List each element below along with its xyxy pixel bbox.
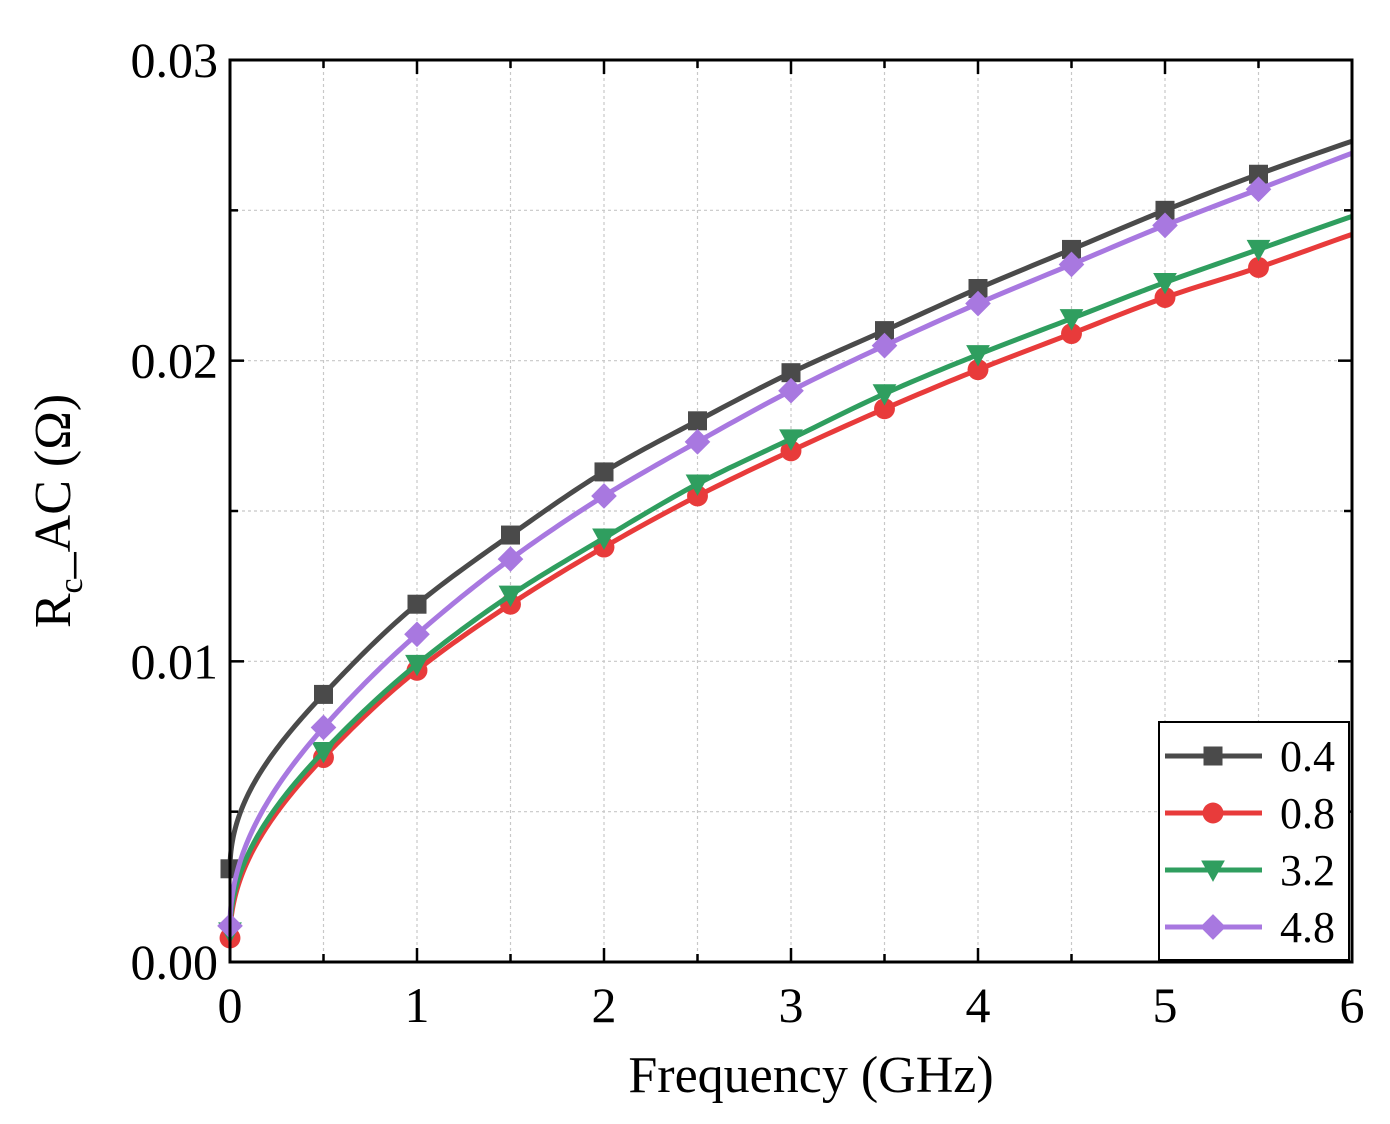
- data-point: [871, 332, 898, 359]
- data-point: [684, 429, 711, 455]
- x-tick-label: 3: [779, 977, 804, 1033]
- data-point: [780, 440, 802, 462]
- x-tick-label: 1: [405, 977, 430, 1033]
- legend-marker: [1200, 914, 1226, 940]
- data-point: [497, 546, 524, 572]
- series-4.8: [217, 150, 1353, 939]
- series-3.2: [218, 213, 1353, 944]
- x-tick-label: 6: [1340, 977, 1365, 1033]
- data-point: [779, 429, 803, 451]
- legend-label: 0.8: [1280, 789, 1335, 838]
- y-axis-title-main: R: [25, 593, 82, 628]
- data-point: [688, 411, 707, 431]
- legend: 0.4 0.8 3.2 4.8: [1158, 721, 1350, 961]
- data-point: [311, 742, 336, 764]
- data-point: [1058, 251, 1085, 278]
- legend-item-3.2: 3.2: [1165, 846, 1335, 895]
- y-axis-title: Rc_AC (Ω): [25, 394, 90, 628]
- legend-marker: [1202, 802, 1224, 824]
- data-point: [1249, 164, 1268, 184]
- x-tick-label: 0: [218, 977, 243, 1033]
- y-tick-label: 0.01: [131, 633, 219, 689]
- data-point: [1154, 287, 1176, 308]
- data-point: [1061, 323, 1082, 345]
- legend-marker: [1203, 746, 1223, 766]
- x-tick-label: 2: [592, 977, 617, 1033]
- data-point: [778, 377, 804, 404]
- data-point: [1248, 257, 1269, 278]
- series-layer: [217, 138, 1353, 949]
- legend-label: 4.8: [1280, 903, 1335, 952]
- data-point: [405, 654, 429, 677]
- series-0.4: [220, 138, 1353, 879]
- y-axis-title-rest: _AC (Ω): [25, 394, 82, 580]
- data-point: [1245, 176, 1272, 203]
- y-axis-title-subscript: c: [53, 578, 90, 593]
- data-point: [781, 363, 801, 383]
- data-point: [1246, 239, 1271, 262]
- data-point: [685, 474, 710, 496]
- data-point: [1062, 239, 1081, 259]
- data-point: [498, 585, 523, 608]
- data-point: [314, 684, 333, 704]
- data-point: [965, 290, 991, 317]
- data-point: [1152, 212, 1178, 239]
- data-point: [1153, 272, 1177, 295]
- legend-label: 0.4: [1280, 732, 1335, 781]
- tick-labels: 0 1 2 3 4 5 6 0.00 0.01 0.02 0.03: [131, 32, 1365, 1033]
- data-point: [404, 621, 430, 648]
- legend-label: 3.2: [1280, 846, 1335, 895]
- x-axis-title: Frequency (GHz): [628, 1047, 993, 1104]
- data-point: [687, 485, 708, 507]
- grid: [230, 60, 1352, 962]
- data-point: [591, 483, 617, 509]
- data-point: [968, 279, 988, 299]
- data-point: [872, 384, 897, 406]
- y-tick-label: 0.02: [131, 333, 219, 389]
- y-tick-label: 0.00: [131, 934, 219, 990]
- legend-marker: [1201, 860, 1225, 882]
- axis-ticks: [228, 58, 1354, 964]
- x-tick-label: 4: [966, 977, 991, 1033]
- data-point: [966, 345, 990, 367]
- data-point: [501, 525, 520, 545]
- legend-item-0.8: 0.8: [1165, 789, 1335, 838]
- x-tick-label: 5: [1153, 977, 1178, 1033]
- data-point: [874, 398, 895, 420]
- data-point: [592, 528, 616, 550]
- data-point: [594, 462, 614, 482]
- data-point: [875, 321, 894, 341]
- data-point: [967, 359, 989, 381]
- legend-box: [1158, 721, 1350, 961]
- y-tick-label: 0.03: [131, 32, 219, 88]
- legend-item-0.4: 0.4: [1165, 732, 1335, 781]
- data-point: [310, 714, 337, 741]
- legend-item-4.8: 4.8: [1165, 903, 1335, 952]
- data-point: [1155, 200, 1175, 220]
- data-point: [1059, 309, 1084, 331]
- data-point: [407, 594, 427, 614]
